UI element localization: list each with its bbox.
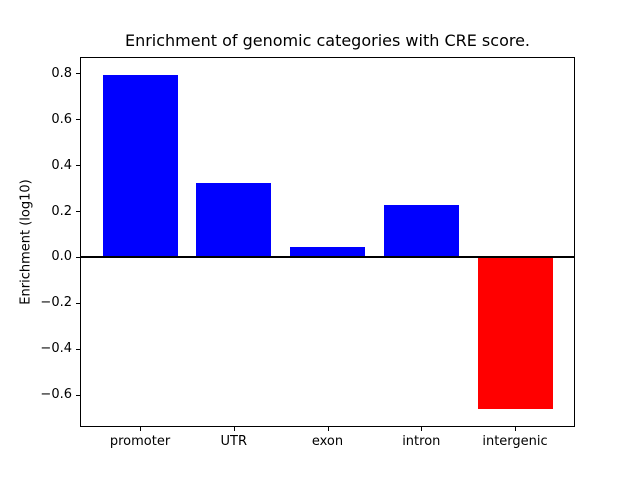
zero-line xyxy=(80,255,575,258)
x-tick-label-promoter: promoter xyxy=(109,434,171,449)
y-tick-label: 0.0 xyxy=(51,249,72,265)
y-tick-label: −0.2 xyxy=(40,295,72,311)
bar-exon xyxy=(290,246,365,257)
bar-promoter xyxy=(102,75,178,257)
y-axis-label: Enrichment (log10) xyxy=(18,179,34,305)
x-tick-label-intergenic: intergenic xyxy=(482,434,548,449)
x-tick-label-intron: intron xyxy=(402,434,441,449)
y-tick-label: −0.6 xyxy=(40,387,72,403)
y-tick-mark xyxy=(76,348,80,350)
y-tick-mark xyxy=(76,73,80,75)
x-tick-label-UTR: UTR xyxy=(220,434,248,449)
y-tick-mark xyxy=(76,119,80,120)
y-tick-label: 0.4 xyxy=(51,157,72,173)
bar-UTR xyxy=(196,183,272,257)
x-tick-mark xyxy=(140,427,141,431)
x-tick-mark xyxy=(327,427,329,431)
y-tick-mark xyxy=(76,394,80,396)
y-tick-mark xyxy=(76,256,80,258)
y-tick-mark xyxy=(76,302,80,304)
y-tick-mark xyxy=(76,211,80,212)
x-tick-label-exon: exon xyxy=(311,434,344,449)
x-tick-mark xyxy=(233,427,235,431)
bar-intron xyxy=(383,205,459,257)
y-tick-label: 0.2 xyxy=(51,203,72,219)
y-tick-label: 0.8 xyxy=(51,65,72,81)
plot-area xyxy=(80,57,575,427)
y-tick-label: 0.6 xyxy=(51,111,72,127)
y-tick-mark xyxy=(76,165,80,166)
x-tick-mark xyxy=(515,427,516,431)
x-tick-mark xyxy=(421,427,423,431)
chart-title: Enrichment of genomic categories with CR… xyxy=(124,31,531,50)
y-tick-label: −0.4 xyxy=(40,341,72,357)
bar-intergenic xyxy=(477,256,553,409)
